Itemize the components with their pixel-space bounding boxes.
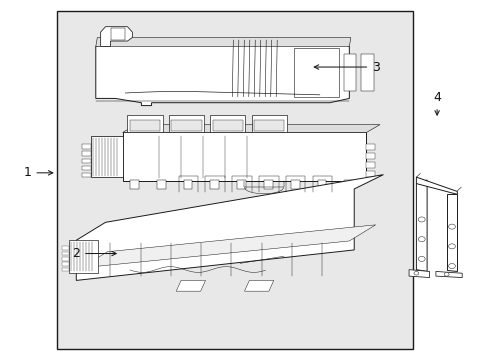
- Bar: [61, 246, 69, 250]
- Bar: [183, 180, 192, 189]
- Bar: [82, 159, 91, 163]
- Bar: [264, 180, 272, 189]
- Polygon shape: [435, 271, 461, 278]
- Polygon shape: [96, 38, 350, 46]
- Bar: [127, 115, 162, 132]
- Bar: [61, 252, 69, 255]
- Circle shape: [443, 273, 448, 276]
- Bar: [61, 268, 69, 271]
- Text: 4: 4: [432, 91, 440, 115]
- Polygon shape: [408, 270, 428, 278]
- Bar: [361, 54, 373, 91]
- Circle shape: [447, 224, 454, 229]
- Text: 2: 2: [72, 247, 116, 260]
- Bar: [91, 136, 122, 177]
- Bar: [61, 257, 69, 261]
- Polygon shape: [101, 27, 132, 46]
- Bar: [366, 162, 374, 168]
- Bar: [130, 180, 139, 189]
- Polygon shape: [244, 280, 273, 291]
- Bar: [366, 144, 374, 150]
- Bar: [210, 115, 245, 132]
- Bar: [344, 54, 356, 91]
- Bar: [82, 144, 91, 149]
- Text: 3: 3: [314, 60, 379, 73]
- Bar: [293, 48, 339, 96]
- Bar: [254, 120, 284, 131]
- Bar: [168, 115, 203, 132]
- Bar: [251, 115, 286, 132]
- Circle shape: [417, 217, 424, 222]
- Bar: [122, 132, 366, 181]
- Bar: [171, 120, 201, 131]
- Bar: [366, 153, 374, 159]
- Circle shape: [447, 244, 454, 249]
- Polygon shape: [176, 280, 205, 291]
- Bar: [61, 262, 69, 266]
- Bar: [317, 180, 326, 189]
- Polygon shape: [81, 225, 375, 268]
- Circle shape: [413, 271, 418, 275]
- Text: 1: 1: [23, 166, 53, 179]
- Polygon shape: [122, 125, 379, 132]
- Bar: [82, 166, 91, 170]
- Bar: [237, 180, 245, 189]
- Bar: [111, 28, 125, 40]
- Polygon shape: [415, 180, 426, 271]
- Bar: [344, 180, 352, 189]
- Polygon shape: [446, 194, 456, 271]
- Bar: [82, 152, 91, 156]
- Bar: [69, 240, 98, 273]
- Circle shape: [417, 256, 424, 261]
- Polygon shape: [415, 177, 456, 194]
- Circle shape: [417, 237, 424, 242]
- Bar: [210, 180, 219, 189]
- Bar: [366, 171, 374, 177]
- Bar: [157, 180, 165, 189]
- Bar: [130, 120, 160, 131]
- Polygon shape: [76, 175, 383, 280]
- Bar: [212, 120, 243, 131]
- Polygon shape: [96, 43, 348, 105]
- Bar: [57, 12, 412, 348]
- Bar: [82, 173, 91, 177]
- Circle shape: [447, 264, 454, 269]
- Bar: [290, 180, 299, 189]
